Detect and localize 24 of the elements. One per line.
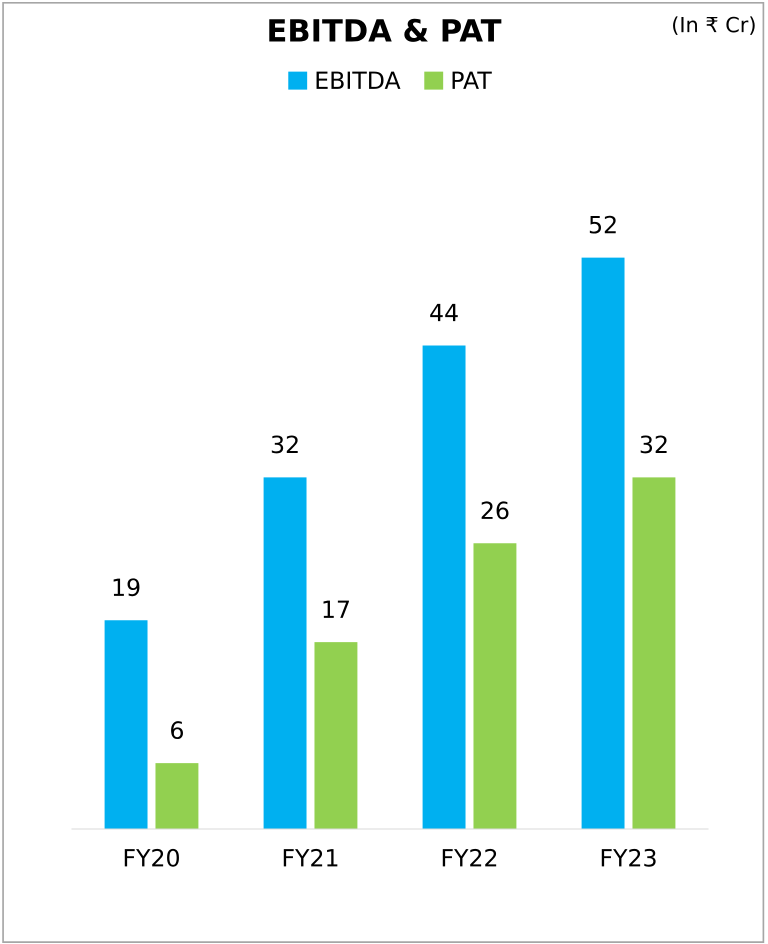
data-label: 17 (324, 600, 349, 618)
data-label: 52 (590, 216, 616, 234)
legend-label: PAT (452, 72, 492, 89)
x-tick-label: FY21 (284, 848, 338, 866)
data-label: 19 (114, 578, 140, 596)
bar (422, 345, 466, 829)
bar (473, 543, 516, 829)
legend-label: EBITDA (316, 72, 400, 89)
data-label: 32 (640, 435, 667, 454)
data-label: 6 (171, 721, 183, 740)
x-tick-label: FY20 (124, 848, 179, 867)
bar (264, 477, 307, 829)
text: (In ₹ Cr) (673, 16, 755, 35)
data-label: 26 (482, 501, 508, 520)
data-label: 32 (272, 435, 298, 454)
x-tick-label: FY22 (442, 848, 496, 866)
bar (314, 642, 358, 829)
data-label: 44 (430, 304, 458, 322)
bar (632, 477, 676, 829)
bar (582, 258, 625, 829)
bar (155, 763, 198, 829)
bar (104, 620, 148, 829)
chart-title: EBITDA & PAT (269, 18, 502, 42)
x-tick-label: FY23 (602, 848, 656, 867)
